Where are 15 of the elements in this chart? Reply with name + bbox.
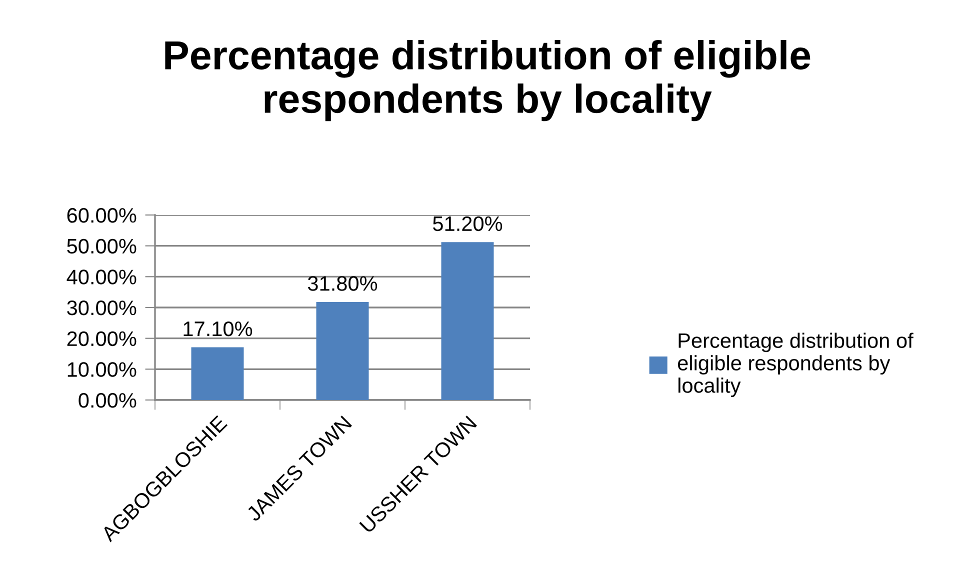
data-label: 51.20%	[433, 216, 502, 232]
data-label: 17.10%	[184, 321, 252, 336]
y-tick-label: 0.00%	[78, 393, 136, 408]
y-tick-label: 40.00%	[66, 270, 136, 284]
y-tick-label: 30.00%	[67, 300, 136, 316]
y-tick-label: 20.00%	[67, 331, 136, 346]
chart-title: Percentage distribution of eligible respondents by locality	[165, 40, 810, 122]
y-tick-label: 60.00%	[67, 208, 136, 223]
bar	[191, 347, 244, 400]
bar	[316, 302, 369, 400]
y-tick-label: 10.00%	[68, 362, 136, 377]
legend-label: Percentage distribution of eligible respondents by locality	[678, 332, 914, 397]
y-tick-label: 50.00%	[67, 238, 136, 254]
data-label: 31.80%	[308, 276, 378, 291]
bar	[441, 242, 494, 400]
